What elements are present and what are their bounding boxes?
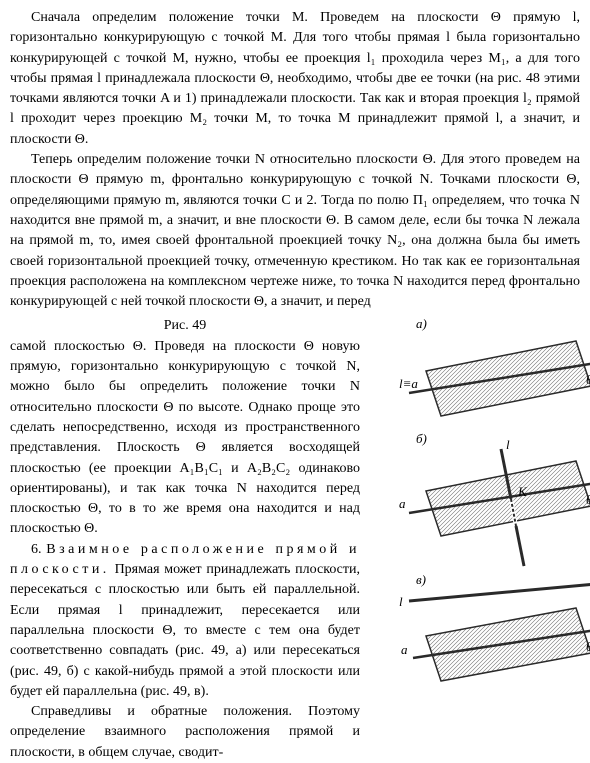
paragraph-2: Теперь определим положение точки N относ… — [10, 150, 580, 312]
paragraph-2b: самой плоскостью Θ. Проведя на плоскости… — [10, 339, 360, 537]
figure-49-svg: а) l≡a θ б) l K a θ — [391, 316, 590, 696]
subfigure-v: в) l a θ — [399, 572, 590, 681]
label-b: б) — [416, 431, 427, 446]
label-a-b: a — [399, 496, 406, 511]
label-theta-b: θ — [586, 492, 590, 507]
label-l-b: l — [506, 437, 510, 452]
label-k: K — [517, 484, 528, 499]
paragraph-1: Сначала определим положение точки M. Про… — [10, 8, 580, 150]
label-v: в) — [416, 572, 426, 587]
paragraph-2a: Теперь определим положение точки N относ… — [10, 152, 580, 309]
paragraph-3-body: Прямая может принадлежать плоскости, пер… — [10, 562, 360, 699]
label-l-eq-a: l≡a — [399, 376, 418, 391]
subfigure-a: а) l≡a θ — [399, 316, 590, 416]
section-number: 6. — [31, 542, 46, 557]
label-l-v: l — [399, 594, 403, 609]
label-theta-a: θ — [586, 372, 590, 387]
label-a-v: a — [401, 642, 408, 657]
subfigure-b: б) l K a θ — [399, 431, 590, 566]
label-a: а) — [416, 316, 427, 331]
figure-49: а) l≡a θ б) l K a θ — [370, 316, 580, 726]
label-theta-v: θ — [586, 639, 590, 654]
